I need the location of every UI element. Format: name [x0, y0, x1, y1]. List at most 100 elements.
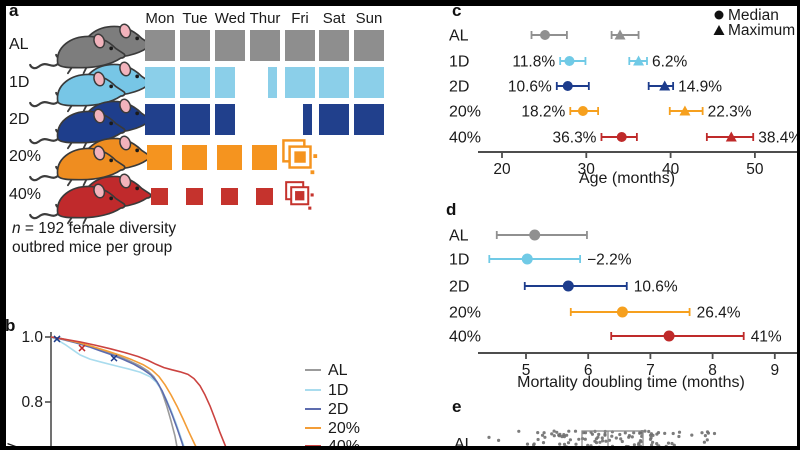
panel-label-c: c — [452, 1, 462, 20]
scatter-dot — [648, 437, 653, 441]
day-header-thur: Thur — [249, 10, 281, 27]
scatter-dot — [647, 429, 651, 434]
food-square-AL — [285, 30, 315, 61]
scatter-dot — [583, 437, 587, 441]
food-square-40% — [256, 188, 273, 205]
scatter-dot — [655, 432, 659, 436]
food-square-40% — [221, 188, 238, 205]
scatter-dot — [562, 442, 567, 446]
scatter-dot — [677, 434, 681, 439]
food-square-2D — [145, 104, 175, 135]
scatter-dot — [543, 435, 547, 439]
scatter-dot — [614, 436, 618, 440]
panel-label-b: b — [5, 316, 16, 335]
scatter-dot — [593, 439, 597, 443]
scatter-dot — [594, 437, 599, 441]
day-header-tue: Tue — [182, 10, 208, 27]
median-pct-label: 18.2% — [521, 104, 565, 121]
legend-median-label: Median — [728, 7, 779, 24]
food-square-1D — [215, 67, 235, 98]
pct-label: −2.2% — [587, 252, 632, 269]
scatter-dot — [639, 440, 643, 444]
stack-square-front — [295, 191, 305, 201]
scatter-dot — [666, 441, 671, 445]
scatter-dot — [555, 430, 559, 434]
scatter-dot — [600, 436, 604, 440]
x-tick-label: 20 — [493, 161, 511, 178]
scatter-dot — [630, 435, 634, 439]
scatter-dot — [607, 438, 612, 442]
row-label-20%: 20% — [449, 305, 481, 322]
strip-box-plot — [487, 429, 717, 450]
food-square-20% — [147, 145, 172, 170]
scatter-dot — [542, 431, 546, 435]
median-pct-label: 36.3% — [553, 130, 597, 147]
legend-label-20%: 20% — [328, 420, 360, 437]
scatter-dot — [487, 435, 491, 439]
scatter-dot — [632, 431, 636, 435]
maximum-pct-label: 38.4% — [758, 130, 800, 147]
scatter-dot — [598, 440, 602, 444]
panel-label-a: a — [9, 1, 19, 20]
food-square-20% — [217, 145, 242, 170]
legend-label-AL: AL — [328, 362, 348, 379]
food-square-1D — [319, 67, 349, 98]
food-square-2D — [303, 104, 312, 135]
scatter-dot — [601, 439, 605, 443]
scatter-dot — [567, 429, 571, 433]
scatter-dot — [703, 434, 708, 438]
scatter-dot — [597, 432, 601, 436]
scatter-dot — [702, 440, 707, 444]
scatter-dot — [603, 432, 607, 436]
scatter-dot — [536, 431, 540, 435]
food-square-20% — [182, 145, 207, 170]
survival-plot: 1.00.8Survival probabilityAL1D2D20%40% — [3, 329, 360, 450]
pct-label: 41% — [751, 329, 782, 346]
x-tick-label: 7 — [646, 362, 655, 379]
scatter-dot — [552, 434, 556, 438]
row-label-2D: 2D — [449, 279, 469, 296]
scatter-dot — [610, 434, 614, 438]
maximum-marker-2D — [659, 80, 671, 91]
pct-label: 10.6% — [634, 279, 678, 296]
x-tick-label: 6 — [584, 362, 593, 379]
group-label-AL: AL — [9, 36, 29, 53]
median-marker-40% — [616, 132, 627, 142]
scatter-dot — [540, 433, 545, 437]
frame-bottom — [0, 446, 800, 450]
survival-curve-40% — [50, 336, 228, 450]
caption-rest: = 192 female diversity — [20, 220, 177, 237]
stack-dot — [310, 193, 314, 197]
scatter-dot — [643, 429, 647, 433]
scatter-dot — [497, 438, 501, 442]
censor-mark — [78, 344, 86, 352]
panel-label-d: d — [446, 200, 457, 219]
scatter-dot — [517, 429, 521, 433]
scatter-dot — [577, 437, 581, 441]
stack-dot — [310, 170, 315, 175]
maximum-marker-20% — [679, 105, 691, 116]
food-square-40% — [151, 188, 168, 205]
x-tick-label: 8 — [708, 362, 717, 379]
frame-right — [797, 0, 800, 450]
scatter-dot — [655, 442, 659, 446]
scatter-dot — [532, 443, 536, 447]
stack-dot — [313, 154, 318, 158]
group-label-40%: 40% — [9, 186, 42, 203]
scatter-dot — [604, 439, 608, 443]
maximum-marker-40% — [725, 131, 737, 142]
censor-mark — [53, 335, 61, 343]
stacked-food-icon-40% — [285, 181, 314, 210]
frame-left — [0, 0, 6, 450]
scatter-dot — [618, 432, 622, 437]
day-header-fri: Fri — [291, 10, 309, 27]
x-tick-label: 50 — [746, 161, 764, 178]
scatter-dot — [620, 439, 624, 444]
maximum-pct-label: 22.3% — [708, 104, 752, 121]
legend-median-marker — [714, 10, 724, 20]
censor-mark — [110, 354, 118, 362]
pct-label: 26.4% — [697, 305, 741, 322]
median-marker-1D — [564, 56, 575, 66]
